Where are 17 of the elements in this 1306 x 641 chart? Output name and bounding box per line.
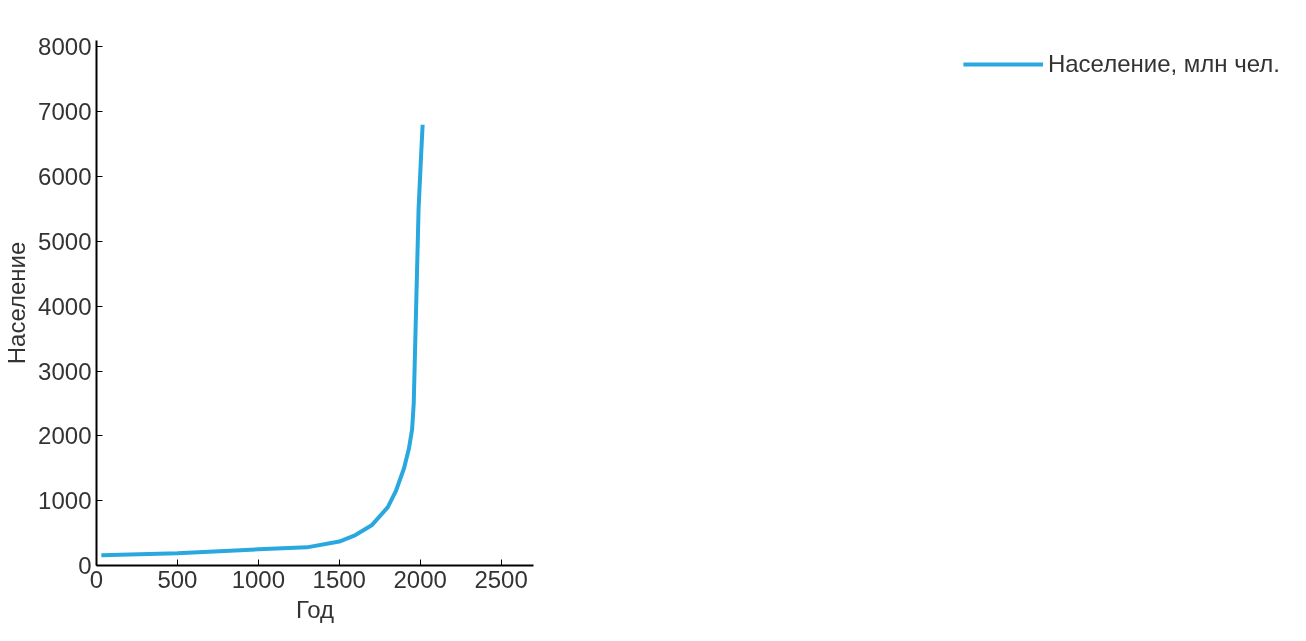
line-series [99,122,425,558]
x-tick-label: 2000 [393,565,447,593]
x-axis-title: Год [295,595,335,623]
x-tick-label: 1500 [312,565,366,593]
y-axis-title: Население [3,241,31,365]
y-tick-label: 6000 [38,163,92,191]
x-tick-label: 2500 [474,565,528,593]
x-tick-label: 500 [157,565,198,593]
y-tick-label: 2000 [38,422,92,450]
y-tick-label: 4000 [38,292,92,320]
y-tick-label: 3000 [38,357,92,385]
y-tick-label: 1000 [38,487,92,515]
y-tick-label: 7000 [38,98,92,126]
x-tick-label: 1000 [231,565,286,593]
y-tick-label: 8000 [38,33,92,61]
y-tick-label: 5000 [38,227,92,255]
legend-label: Население, млн чел. [1047,50,1280,78]
